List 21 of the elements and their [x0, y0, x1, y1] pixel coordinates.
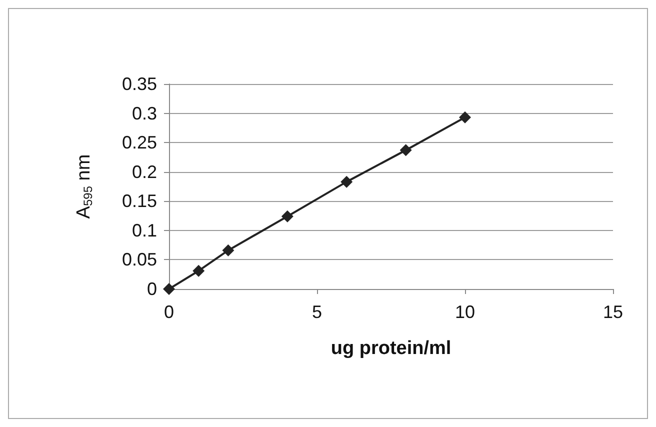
x-tick-label: 10 — [454, 302, 476, 322]
x-tick-label: 0 — [164, 302, 174, 322]
point — [281, 210, 294, 222]
point — [340, 176, 353, 188]
y-tick-label: 0.2 — [132, 162, 157, 182]
y-tick-label: 0.1 — [132, 220, 157, 240]
x-tick-label: 15 — [602, 302, 624, 322]
x-tick-label: 5 — [312, 302, 322, 322]
y-tick-label: 0.3 — [132, 103, 157, 124]
y-tick-label: 0.25 — [122, 132, 157, 153]
y-tick-label: 0.15 — [122, 191, 157, 212]
point — [459, 111, 471, 124]
point — [163, 283, 175, 295]
y-tick-label: 0.35 — [122, 74, 157, 94]
point — [192, 264, 205, 277]
y-tick-label: 0.05 — [122, 250, 157, 270]
x-axis-title: ug protein/ml — [330, 338, 452, 359]
point — [222, 244, 234, 256]
y-tick-label: 0 — [146, 279, 157, 299]
point — [400, 144, 412, 156]
y-axis-title: A595 nm — [74, 154, 95, 219]
